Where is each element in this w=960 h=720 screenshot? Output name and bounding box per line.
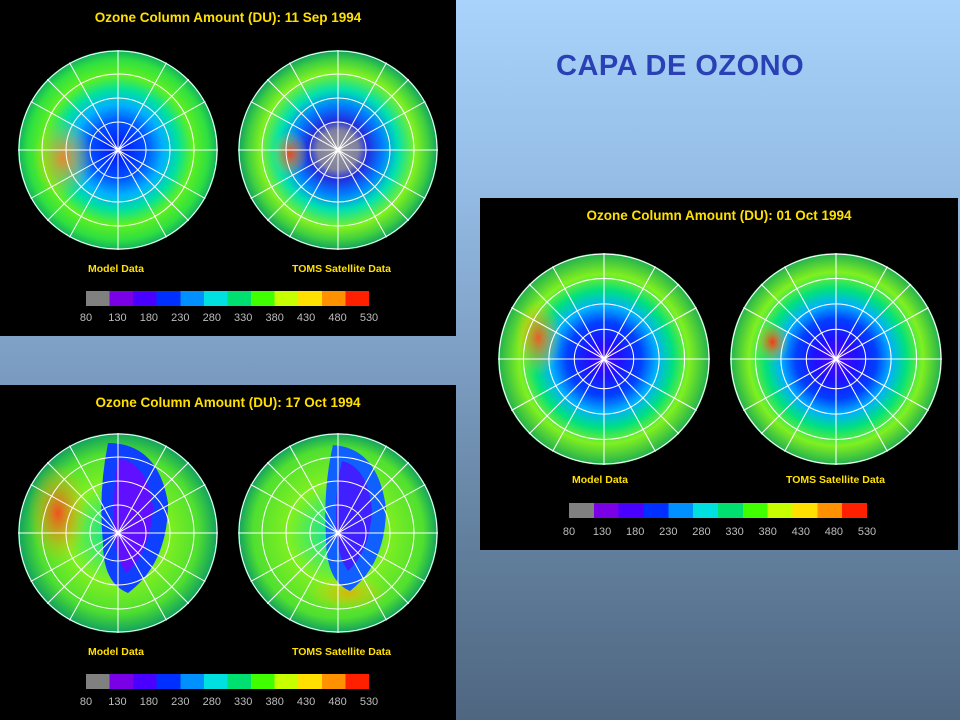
colorbar-tick-label: 130 xyxy=(592,526,612,538)
ozone-panel-oct-17: Ozone Column Amount (DU): 17 Oct 1994 xyxy=(0,385,456,720)
colorbar-tick-label: 530 xyxy=(857,526,877,538)
colorbar xyxy=(86,674,369,689)
toms-data-label: TOMS Satellite Data xyxy=(292,646,392,658)
colorbar-tick-label: 480 xyxy=(328,312,347,324)
model-globe xyxy=(498,253,710,465)
colorbar-tick-label: 480 xyxy=(328,696,347,708)
panel-title: Ozone Column Amount (DU): 17 Oct 1994 xyxy=(95,395,361,410)
colorbar-tick-label: 230 xyxy=(171,312,190,324)
colorbar-tick-label: 230 xyxy=(171,696,190,708)
colorbar-tick-label: 430 xyxy=(296,696,316,708)
model-data-label: Model Data xyxy=(88,263,145,275)
panel-title: Ozone Column Amount (DU): 11 Sep 1994 xyxy=(94,10,362,25)
colorbar xyxy=(569,503,867,518)
model-globe xyxy=(18,50,218,250)
colorbar-tick-label: 530 xyxy=(359,696,379,708)
colorbar-tick-label: 280 xyxy=(202,312,221,324)
colorbar-tick-label: 280 xyxy=(692,526,711,538)
toms-globe xyxy=(238,433,438,633)
colorbar-tick-label: 230 xyxy=(659,526,678,538)
colorbar-tick-label: 80 xyxy=(79,696,93,708)
colorbar-tick-label: 380 xyxy=(265,312,284,324)
colorbar-tick-label: 330 xyxy=(234,696,253,708)
colorbar-tick-label: 480 xyxy=(824,526,844,538)
colorbar xyxy=(86,291,369,306)
colorbar-tick-label: 380 xyxy=(758,526,777,538)
toms-data-label: TOMS Satellite Data xyxy=(292,263,392,275)
colorbar-ticks: 80 130 180 230 280 330 380 430 480 530 xyxy=(80,696,378,710)
model-data-label: Model Data xyxy=(88,646,145,658)
colorbar-ticks: 80 130 180 230 280 330 380 430 480 530 xyxy=(563,526,876,540)
colorbar-tick-label: 430 xyxy=(296,312,316,324)
panel-title: Ozone Column Amount (DU): 01 Oct 1994 xyxy=(586,208,852,223)
colorbar-tick-label: 180 xyxy=(139,696,159,708)
model-globe xyxy=(18,433,218,633)
colorbar-tick-label: 330 xyxy=(725,526,744,538)
colorbar-tick-label: 180 xyxy=(139,312,159,324)
colorbar-tick-label: 130 xyxy=(108,312,127,324)
colorbar-tick-label: 280 xyxy=(202,696,221,708)
colorbar-tick-label: 380 xyxy=(265,696,284,708)
toms-globe xyxy=(238,50,438,250)
colorbar-tick-label: 80 xyxy=(562,526,576,538)
colorbar-tick-label: 530 xyxy=(359,312,379,324)
slide-title: CAPA DE OZONO xyxy=(556,50,805,82)
ozone-panel-sep-11: Ozone Column Amount (DU): 11 Sep 1994 xyxy=(0,0,456,336)
colorbar-tick-label: 130 xyxy=(108,696,127,708)
toms-globe xyxy=(730,253,942,465)
colorbar-tick-label: 430 xyxy=(791,526,810,538)
colorbar-tick-label: 180 xyxy=(626,526,645,538)
colorbar-ticks: 80 130 180 230 280 330 380 430 480 530 xyxy=(80,312,378,326)
colorbar-tick-label: 80 xyxy=(79,312,93,324)
ozone-panel-oct-01: Ozone Column Amount (DU): 01 Oct 1994 xyxy=(480,198,958,550)
toms-data-label: TOMS Satellite Data xyxy=(786,474,886,486)
colorbar-tick-label: 330 xyxy=(234,312,253,324)
model-data-label: Model Data xyxy=(572,474,629,486)
